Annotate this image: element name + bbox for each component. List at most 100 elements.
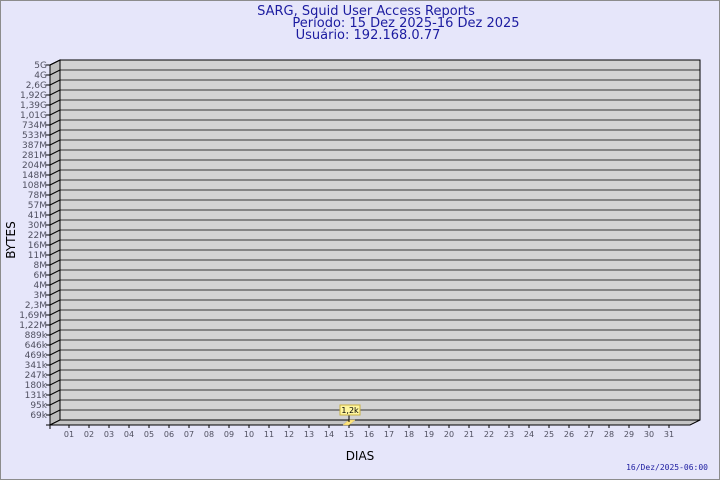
y-grid-diagonal	[49, 349, 61, 356]
x-tick-label: 09	[224, 430, 234, 439]
y-tick-label: 1,39G	[20, 101, 47, 111]
y-tick-label: 5G	[34, 61, 47, 71]
x-tick-label: 18	[404, 430, 414, 439]
y-tick-label: 646k	[25, 341, 48, 351]
x-tick-label: 10	[244, 430, 254, 439]
y-grid-diagonal	[49, 359, 61, 366]
x-tick-label: 11	[264, 430, 274, 439]
x-tick-label: 30	[644, 430, 654, 439]
y-grid-diagonal	[49, 209, 61, 216]
x-tick-label: 06	[164, 430, 174, 439]
plot-floor	[49, 419, 701, 426]
y-tick-label: 131k	[25, 391, 48, 401]
y-tick-label: 4G	[34, 71, 47, 81]
y-tick-label: 6M	[34, 271, 48, 281]
y-tick-label: 78M	[28, 191, 47, 201]
y-tick-label: 204M	[22, 161, 47, 171]
y-tick-label: 95k	[30, 401, 47, 411]
y-grid-diagonal	[49, 179, 61, 186]
y-tick-label: 387M	[22, 141, 47, 151]
y-tick-label: 1,69M	[19, 311, 47, 321]
x-tick-label: 08	[204, 430, 214, 439]
x-tick-label: 26	[564, 430, 574, 439]
y-tick-label: 341k	[25, 361, 48, 371]
y-grid-diagonal	[49, 139, 61, 146]
x-tick-label: 27	[584, 430, 594, 439]
y-tick-label: 1,92G	[20, 91, 47, 101]
y-grid-diagonal	[49, 89, 61, 96]
y-tick-label: 1,22M	[19, 321, 47, 331]
y-tick-label: 22M	[28, 231, 47, 241]
x-tick-label: 04	[124, 430, 134, 439]
x-tick-label: 24	[524, 430, 534, 439]
y-grid-diagonal	[49, 319, 61, 326]
y-tick-label: 8M	[34, 261, 48, 271]
y-tick-label: 41M	[28, 211, 47, 221]
y-tick-label: 108M	[22, 181, 47, 191]
y-axis-label: BYTES	[4, 221, 18, 258]
y-grid-diagonal	[49, 59, 61, 66]
y-tick-label: 148M	[22, 171, 47, 181]
y-grid-diagonal	[49, 129, 61, 136]
y-tick-label: 3M	[34, 291, 48, 301]
y-tick-label: 57M	[28, 201, 47, 211]
y-grid-diagonal	[49, 109, 61, 116]
x-tick-label: 13	[304, 430, 314, 439]
y-tick-label: 69k	[30, 411, 47, 421]
chart-title: SARG, Squid User Access Reports	[257, 4, 475, 19]
x-tick-label: 14	[324, 430, 334, 439]
y-grid-diagonal	[49, 259, 61, 266]
y-tick-label: 734M	[22, 121, 47, 131]
y-grid-diagonal	[49, 69, 61, 76]
x-tick-label: 31	[664, 430, 674, 439]
y-grid-diagonal	[49, 229, 61, 236]
y-tick-label: 533M	[22, 131, 47, 141]
y-tick-label: 2,6G	[26, 81, 47, 91]
y-grid-diagonal	[49, 219, 61, 226]
chart-period: Período: 15 Dez 2025-16 Dez 2025	[292, 16, 519, 31]
y-grid-diagonal	[49, 289, 61, 296]
x-tick-label: 19	[424, 430, 434, 439]
x-tick-label: 16	[364, 430, 374, 439]
y-grid-diagonal	[49, 199, 61, 206]
y-grid-diagonal	[49, 79, 61, 86]
x-tick-label: 12	[284, 430, 294, 439]
chart-user: Usuário: 192.168.0.77	[296, 28, 441, 43]
x-tick-label: 15	[344, 430, 354, 439]
y-grid-diagonal	[49, 339, 61, 346]
y-tick-label: 2,3M	[25, 301, 47, 311]
x-tick-label: 28	[604, 430, 614, 439]
y-grid-diagonal	[49, 249, 61, 256]
y-grid-diagonal	[49, 399, 61, 406]
y-tick-label: 889k	[25, 331, 48, 341]
y-grid-diagonal	[49, 299, 61, 306]
footer-timestamp: 16/Dez/2025-06:00	[626, 463, 708, 472]
y-grid-diagonal	[49, 279, 61, 286]
y-grid-diagonal	[49, 389, 61, 396]
y-grid-diagonal	[49, 329, 61, 336]
y-tick-label: 469k	[25, 351, 48, 361]
x-tick-label: 20	[444, 430, 454, 439]
y-tick-label: 11M	[28, 251, 47, 261]
y-grid-diagonal	[49, 379, 61, 386]
y-tick-label: 281M	[22, 151, 47, 161]
y-grid-diagonal	[49, 119, 61, 126]
y-grid-diagonal	[49, 189, 61, 196]
x-axis-label: DIAS	[346, 449, 375, 463]
x-tick-label: 29	[624, 430, 634, 439]
y-grid-diagonal	[49, 409, 61, 416]
x-tick-label: 03	[104, 430, 114, 439]
bar-day-15	[342, 419, 356, 426]
x-tick-label: 07	[184, 430, 194, 439]
y-tick-label: 30M	[28, 221, 47, 231]
x-tick-label: 01	[64, 430, 74, 439]
data-label-box	[339, 404, 361, 416]
x-tick-label: 25	[544, 430, 554, 439]
x-tick-label: 21	[464, 430, 474, 439]
y-grid-diagonal	[49, 269, 61, 276]
y-grid-diagonal	[49, 309, 61, 316]
x-tick-label: 02	[84, 430, 94, 439]
data-label: 1,2k	[341, 406, 359, 415]
x-tick-label: 22	[484, 430, 494, 439]
